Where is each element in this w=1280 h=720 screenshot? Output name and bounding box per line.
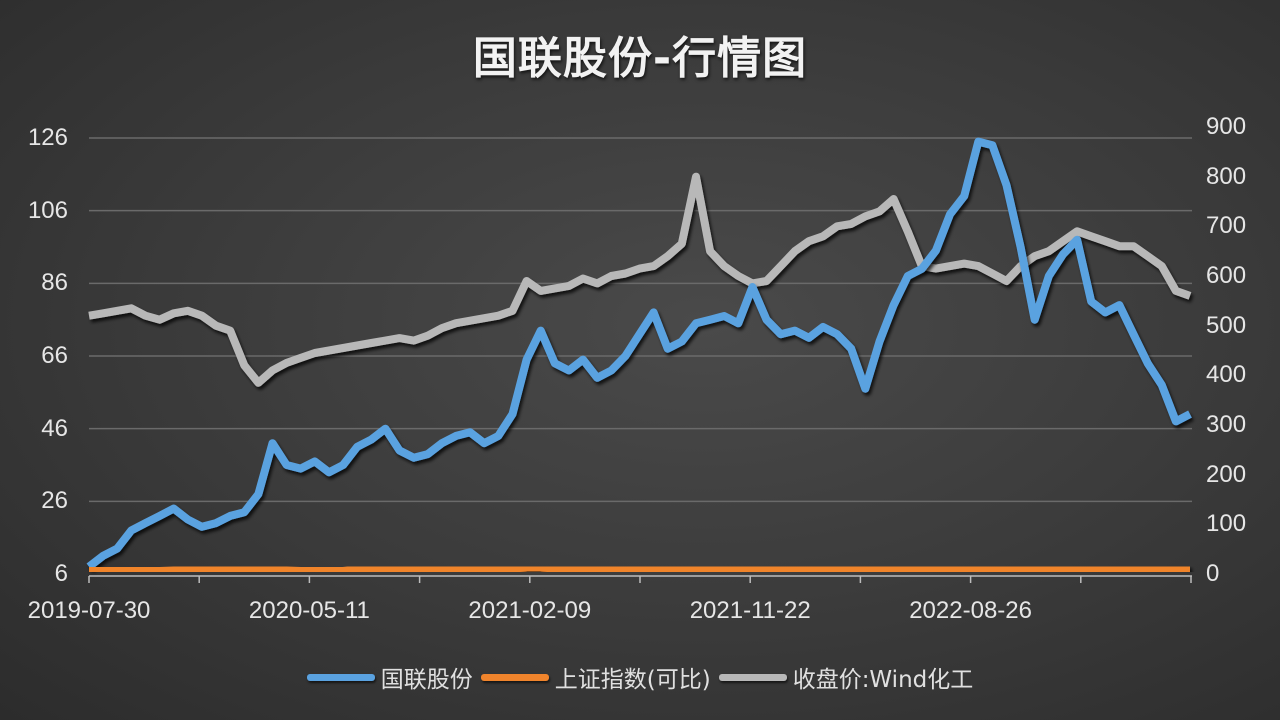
y-tick-right: 700 [1206,212,1247,240]
y-tick-left: 46 [41,414,68,442]
legend-item-wind-chemical[interactable]: 收盘价:Wind化工 [718,660,974,694]
chart-title: 国联股份-行情图 [472,33,808,84]
legend-swatch-orange [480,673,549,681]
y-tick-left: 86 [41,269,68,297]
legend-label: 上证指数(可比) [554,667,711,693]
series-line [89,562,1190,576]
series-line [88,172,1192,387]
x-tick-label: 2019-07-30 [27,597,151,624]
legend-swatch-blue [306,673,375,681]
legend-item-shanghai-index[interactable]: 上证指数(可比) [480,660,711,694]
y-tick-right: 600 [1206,262,1247,289]
gridlines [89,137,1192,503]
x-axis [88,575,1192,583]
legend: 国联股份 上证指数(可比) 收盘价:Wind化工 [0,660,1280,694]
series-line [86,137,1192,570]
y-tick-right: 100 [1206,510,1247,538]
x-tick-label: 2021-02-09 [468,597,592,624]
y-tick-right: 200 [1206,460,1247,488]
y-tick-left: 6 [54,560,68,587]
x-tick-label: 2021-11-22 [689,597,811,624]
y-tick-left: 66 [41,342,68,369]
y-tick-right: 800 [1206,162,1247,190]
y-tick-right: 0 [1206,560,1220,587]
y-tick-left: 106 [27,196,68,224]
y-tick-right: 900 [1206,113,1247,140]
x-tick-label: 2020-05-11 [248,597,370,624]
y-tick-right: 400 [1206,361,1247,389]
y-tick-left: 126 [27,124,68,151]
legend-label: 国联股份 [380,667,473,693]
x-tick-label: 2022-08-26 [909,597,1032,624]
y-tick-left: 26 [41,487,68,515]
legend-item-guolian[interactable]: 国联股份 [306,660,473,694]
legend-swatch-gray [718,673,787,681]
y-tick-right: 300 [1206,411,1247,438]
series-layer [86,137,1192,576]
legend-label: 收盘价:Wind化工 [792,667,974,693]
y-tick-right: 500 [1206,311,1247,339]
